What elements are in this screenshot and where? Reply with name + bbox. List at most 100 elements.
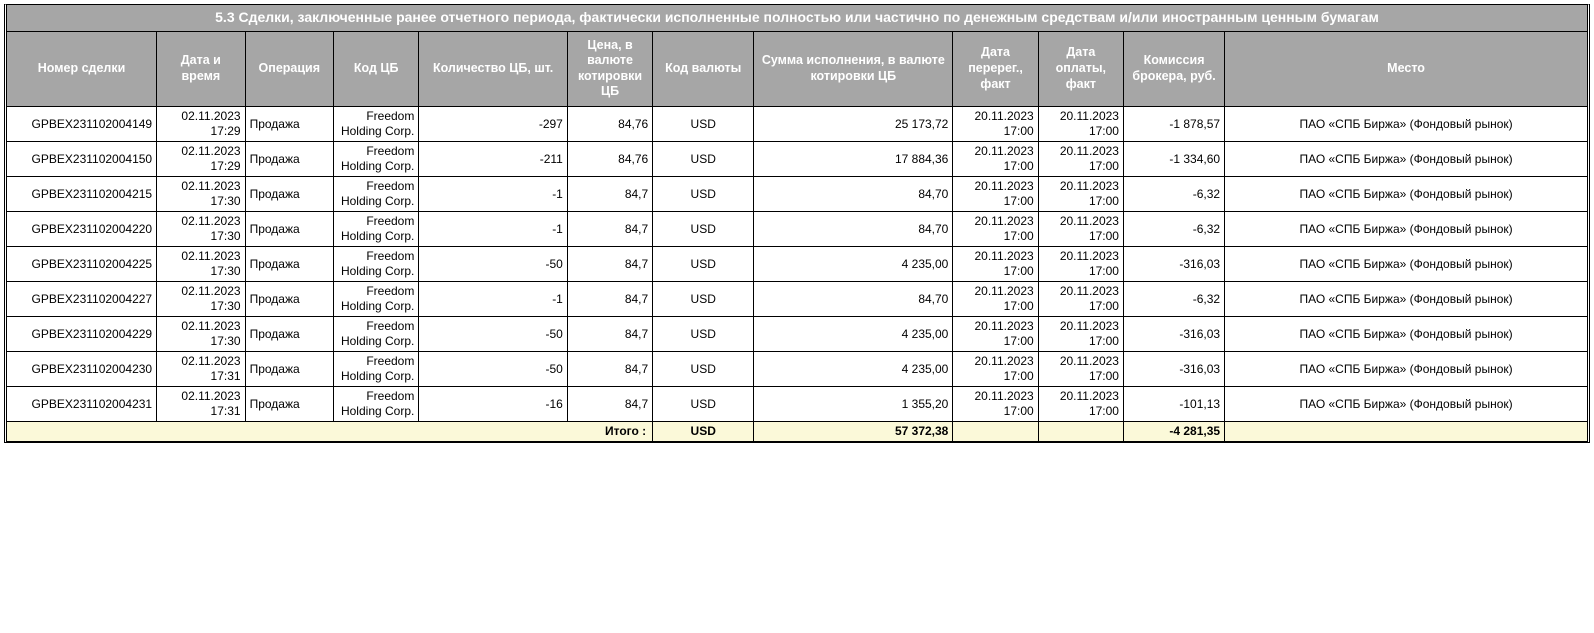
totals-label: Итого : (7, 422, 653, 441)
cell-op: Продажа (246, 142, 334, 177)
cell-deal: GPBEX231102004225 (7, 247, 157, 282)
cell-dt: 02.11.2023 17:30 (157, 177, 245, 212)
cell-dt: 02.11.2023 17:30 (157, 247, 245, 282)
cell-price: 84,7 (568, 352, 653, 387)
col-dt: Дата и время (157, 32, 245, 108)
totals-blank-3 (1225, 422, 1587, 441)
cell-pay: 20.11.2023 17:00 (1039, 142, 1124, 177)
cell-price: 84,7 (568, 317, 653, 352)
cell-ccy: USD (653, 247, 754, 282)
trades-table: 5.3 Сделки, заключенные ранее отчетного … (4, 4, 1590, 443)
cell-qty: -1 (419, 177, 568, 212)
cell-pay: 20.11.2023 17:00 (1039, 177, 1124, 212)
totals-blank-1 (953, 422, 1038, 441)
cell-sum: 25 173,72 (754, 107, 953, 142)
cell-place: ПАО «СПБ Биржа» (Фондовый рынок) (1225, 107, 1587, 142)
cell-deal: GPBEX231102004215 (7, 177, 157, 212)
cell-pay: 20.11.2023 17:00 (1039, 282, 1124, 317)
cell-code: Freedom Holding Corp. (334, 282, 419, 317)
cell-op: Продажа (246, 282, 334, 317)
table-row: GPBEX23110200415002.11.2023 17:29Продажа… (7, 142, 1587, 177)
cell-dt: 02.11.2023 17:31 (157, 352, 245, 387)
cell-place: ПАО «СПБ Биржа» (Фондовый рынок) (1225, 317, 1587, 352)
cell-qty: -50 (419, 352, 568, 387)
cell-rereg: 20.11.2023 17:00 (953, 107, 1038, 142)
cell-comm: -6,32 (1124, 282, 1225, 317)
table-row: GPBEX23110200422502.11.2023 17:30Продажа… (7, 247, 1587, 282)
cell-dt: 02.11.2023 17:30 (157, 282, 245, 317)
cell-comm: -1 334,60 (1124, 142, 1225, 177)
totals-sum: 57 372,38 (754, 422, 953, 441)
cell-ccy: USD (653, 352, 754, 387)
col-pay: Дата оплаты, факт (1039, 32, 1124, 108)
cell-price: 84,76 (568, 107, 653, 142)
cell-pay: 20.11.2023 17:00 (1039, 212, 1124, 247)
cell-op: Продажа (246, 177, 334, 212)
cell-rereg: 20.11.2023 17:00 (953, 247, 1038, 282)
cell-place: ПАО «СПБ Биржа» (Фондовый рынок) (1225, 142, 1587, 177)
cell-op: Продажа (246, 387, 334, 422)
table-row: GPBEX23110200423102.11.2023 17:31Продажа… (7, 387, 1587, 422)
cell-qty: -50 (419, 317, 568, 352)
header-row: Номер сделки Дата и время Операция Код Ц… (7, 32, 1587, 108)
table-body: GPBEX23110200414902.11.2023 17:29Продажа… (7, 107, 1587, 422)
cell-qty: -50 (419, 247, 568, 282)
table-row: GPBEX23110200414902.11.2023 17:29Продажа… (7, 107, 1587, 142)
cell-place: ПАО «СПБ Биржа» (Фондовый рынок) (1225, 282, 1587, 317)
col-rereg: Дата перерег., факт (953, 32, 1038, 108)
cell-op: Продажа (246, 317, 334, 352)
col-ccy: Код валюты (653, 32, 754, 108)
col-qty: Количество ЦБ, шт. (419, 32, 568, 108)
cell-sum: 1 355,20 (754, 387, 953, 422)
cell-sum: 4 235,00 (754, 317, 953, 352)
table-row: GPBEX23110200422902.11.2023 17:30Продажа… (7, 317, 1587, 352)
cell-place: ПАО «СПБ Биржа» (Фондовый рынок) (1225, 247, 1587, 282)
cell-pay: 20.11.2023 17:00 (1039, 387, 1124, 422)
cell-code: Freedom Holding Corp. (334, 177, 419, 212)
cell-qty: -211 (419, 142, 568, 177)
cell-price: 84,7 (568, 212, 653, 247)
cell-pay: 20.11.2023 17:00 (1039, 352, 1124, 387)
cell-price: 84,7 (568, 177, 653, 212)
cell-deal: GPBEX231102004150 (7, 142, 157, 177)
cell-ccy: USD (653, 387, 754, 422)
col-deal: Номер сделки (7, 32, 157, 108)
cell-ccy: USD (653, 212, 754, 247)
col-price: Цена, в валюте котировки ЦБ (568, 32, 653, 108)
cell-place: ПАО «СПБ Биржа» (Фондовый рынок) (1225, 352, 1587, 387)
cell-ccy: USD (653, 177, 754, 212)
cell-dt: 02.11.2023 17:29 (157, 142, 245, 177)
cell-ccy: USD (653, 282, 754, 317)
table-row: GPBEX23110200421502.11.2023 17:30Продажа… (7, 177, 1587, 212)
table-row: GPBEX23110200422702.11.2023 17:30Продажа… (7, 282, 1587, 317)
cell-dt: 02.11.2023 17:31 (157, 387, 245, 422)
cell-sum: 4 235,00 (754, 352, 953, 387)
cell-sum: 84,70 (754, 212, 953, 247)
cell-price: 84,7 (568, 247, 653, 282)
cell-comm: -1 878,57 (1124, 107, 1225, 142)
cell-pay: 20.11.2023 17:00 (1039, 247, 1124, 282)
cell-deal: GPBEX231102004231 (7, 387, 157, 422)
cell-dt: 02.11.2023 17:30 (157, 317, 245, 352)
cell-sum: 84,70 (754, 282, 953, 317)
title-row: 5.3 Сделки, заключенные ранее отчетного … (7, 5, 1587, 32)
col-code: Код ЦБ (334, 32, 419, 108)
totals-comm: -4 281,35 (1124, 422, 1225, 441)
cell-place: ПАО «СПБ Биржа» (Фондовый рынок) (1225, 177, 1587, 212)
cell-place: ПАО «СПБ Биржа» (Фондовый рынок) (1225, 387, 1587, 422)
cell-deal: GPBEX231102004229 (7, 317, 157, 352)
col-sum: Сумма исполнения, в валюте котировки ЦБ (754, 32, 953, 108)
cell-comm: -6,32 (1124, 212, 1225, 247)
cell-ccy: USD (653, 107, 754, 142)
cell-op: Продажа (246, 247, 334, 282)
cell-deal: GPBEX231102004230 (7, 352, 157, 387)
cell-rereg: 20.11.2023 17:00 (953, 142, 1038, 177)
col-op: Операция (246, 32, 334, 108)
cell-qty: -16 (419, 387, 568, 422)
cell-code: Freedom Holding Corp. (334, 142, 419, 177)
cell-place: ПАО «СПБ Биржа» (Фондовый рынок) (1225, 212, 1587, 247)
cell-op: Продажа (246, 107, 334, 142)
cell-comm: -6,32 (1124, 177, 1225, 212)
cell-deal: GPBEX231102004220 (7, 212, 157, 247)
cell-rereg: 20.11.2023 17:00 (953, 282, 1038, 317)
